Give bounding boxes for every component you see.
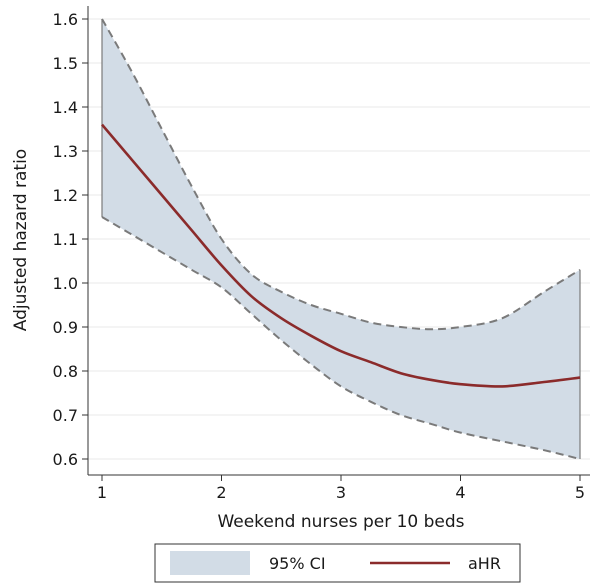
legend: 95% CI aHR [154, 543, 521, 583]
ci-band-layer [101, 18, 581, 460]
y-tick-label: 1.0 [53, 274, 78, 293]
y-tick-label: 1.4 [53, 98, 78, 117]
x-tick-label: 1 [97, 483, 107, 502]
y-tick-label: 0.9 [53, 318, 78, 337]
y-tick-label: 1.6 [53, 10, 78, 29]
legend-ahr-label: aHR [468, 554, 501, 573]
y-axis-title: Adjusted hazard ratio [11, 149, 31, 331]
axes: 0.6 0.7 0.8 0.9 1.0 1.1 1.2 1.3 1.4 1.5 1.6 1 2 3 4 5 [53, 6, 590, 502]
y-tick-label: 0.6 [53, 450, 78, 469]
y-tick-label: 1.3 [53, 142, 78, 161]
x-tick-label: 4 [455, 483, 465, 502]
ahr-line [101, 123, 581, 388]
x-tick-label: 2 [216, 483, 226, 502]
y-tick-label: 1.1 [53, 230, 78, 249]
x-tick-label: 3 [336, 483, 346, 502]
y-tick-label: 1.5 [53, 54, 78, 73]
x-axis-title: Weekend nurses per 10 beds [217, 512, 464, 532]
ahr-line-layer [101, 123, 581, 388]
x-tick-label: 5 [575, 483, 585, 502]
legend-ci-label: 95% CI [269, 554, 326, 573]
ci-lower-line [101, 216, 581, 460]
y-tick-label: 1.2 [53, 186, 78, 205]
legend-ci-swatch [170, 551, 250, 575]
ci-band [102, 19, 580, 459]
ci-upper-line [101, 18, 581, 331]
y-tick-label: 0.8 [53, 362, 78, 381]
y-tick-label: 0.7 [53, 406, 78, 425]
